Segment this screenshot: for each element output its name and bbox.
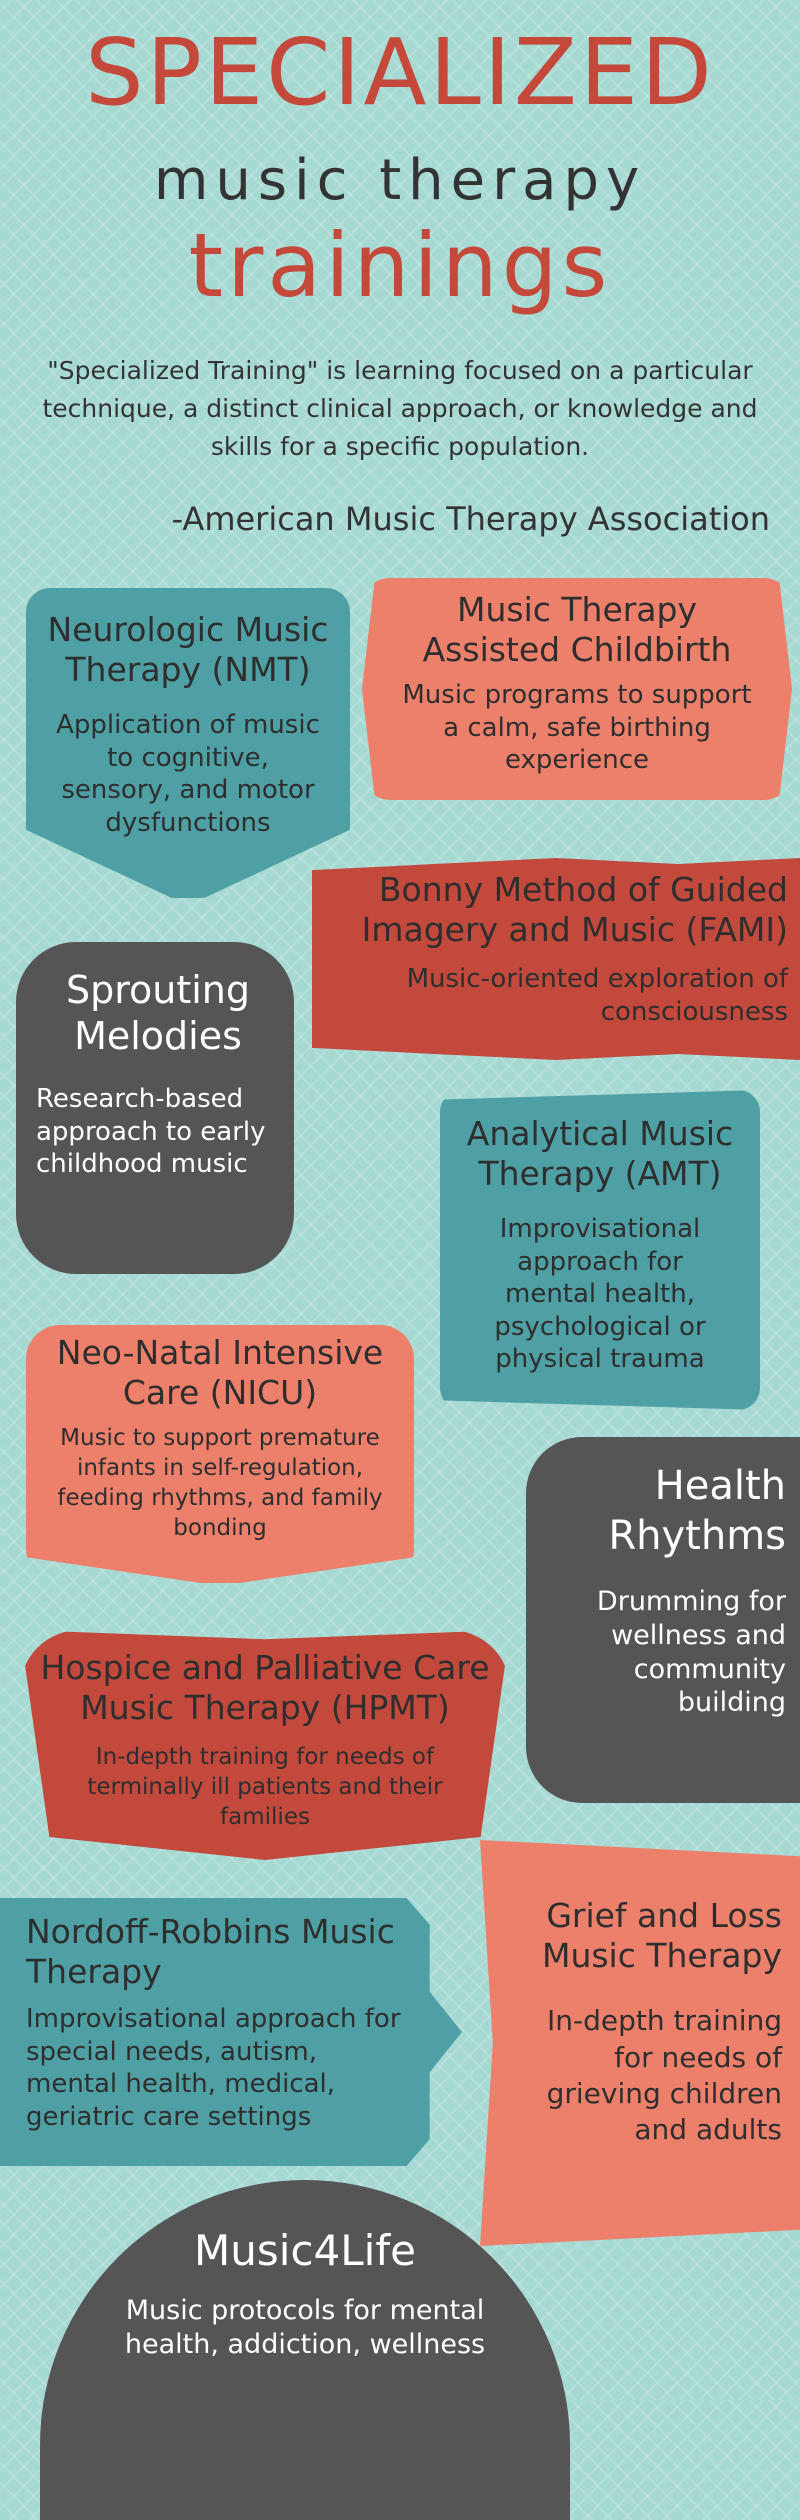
card-hospice-title: Hospice and Palliative Care Music Therap… [40, 1648, 490, 1727]
card-amt-title: Analytical Music Therapy (AMT) [466, 1114, 734, 1193]
quote-attribution: -American Music Therapy Association [171, 500, 770, 538]
card-nmt-title: Neurologic Music Therapy (NMT) [47, 610, 329, 689]
card-nmt: Neurologic Music Therapy (NMT) Applicati… [26, 588, 350, 898]
card-hospice: Hospice and Palliative Care Music Therap… [20, 1630, 510, 1860]
card-nicu-desc: Music to support premature infants in se… [57, 1425, 383, 1541]
card-music4life: Music4Life Music protocols for mental he… [40, 2180, 570, 2520]
card-sprouting-title: Sprouting Melodies [65, 968, 251, 1058]
card-sprouting: Sprouting Melodies Research-based approa… [16, 942, 294, 1274]
card-childbirth: Music Therapy Assisted Childbirth Music … [362, 578, 792, 800]
card-bonny-desc: Music-oriented exploration of consciousn… [406, 964, 788, 1027]
card-health-rhythms-title: Health Rhythms [608, 1463, 786, 1559]
card-nordoff-robbins-desc: Improvisational approach for special nee… [26, 2004, 401, 2132]
card-nicu-title: Neo-Natal Intensive Care (NICU) [56, 1333, 384, 1412]
card-grief-loss-desc: In-depth training for needs of grieving … [546, 2004, 782, 2147]
card-health-rhythms-desc: Drumming for wellness and community buil… [596, 1586, 786, 1719]
card-nordoff-robbins: Nordoff-Robbins Music Therapy Improvisat… [0, 1898, 462, 2166]
card-amt: Analytical Music Therapy (AMT) Improvisa… [440, 1090, 760, 1410]
card-nicu: Neo-Natal Intensive Care (NICU) Music to… [26, 1325, 414, 1583]
card-childbirth-desc: Music programs to support a calm, safe b… [402, 680, 752, 776]
card-childbirth-title: Music Therapy Assisted Childbirth [422, 590, 732, 669]
card-music4life-desc: Music protocols for mental health, addic… [124, 2295, 486, 2361]
title-specialized: SPECIALIZED [85, 19, 715, 126]
card-grief-loss: Grief and Loss Music Therapy In-depth tr… [480, 1840, 800, 2246]
card-nordoff-robbins-title: Nordoff-Robbins Music Therapy [26, 1912, 395, 1991]
card-sprouting-desc: Research-based approach to early childho… [36, 1084, 266, 1180]
quote: "Specialized Training" is learning focus… [42, 356, 758, 461]
card-music4life-title: Music4Life [194, 2226, 416, 2275]
card-bonny: Bonny Method of Guided Imagery and Music… [312, 858, 800, 1060]
card-grief-loss-title: Grief and Loss Music Therapy [541, 1896, 782, 1975]
card-bonny-title: Bonny Method of Guided Imagery and Music… [361, 870, 788, 949]
card-nmt-desc: Application of music to cognitive, senso… [56, 710, 320, 838]
card-health-rhythms: Health Rhythms Drumming for wellness and… [526, 1437, 800, 1803]
title-music-therapy: music therapy [153, 148, 647, 213]
card-amt-desc: Improvisational approach for mental heal… [494, 1214, 706, 1375]
title-trainings: trainings [188, 214, 612, 317]
card-hospice-desc: In-depth training for needs of terminall… [87, 1744, 443, 1830]
